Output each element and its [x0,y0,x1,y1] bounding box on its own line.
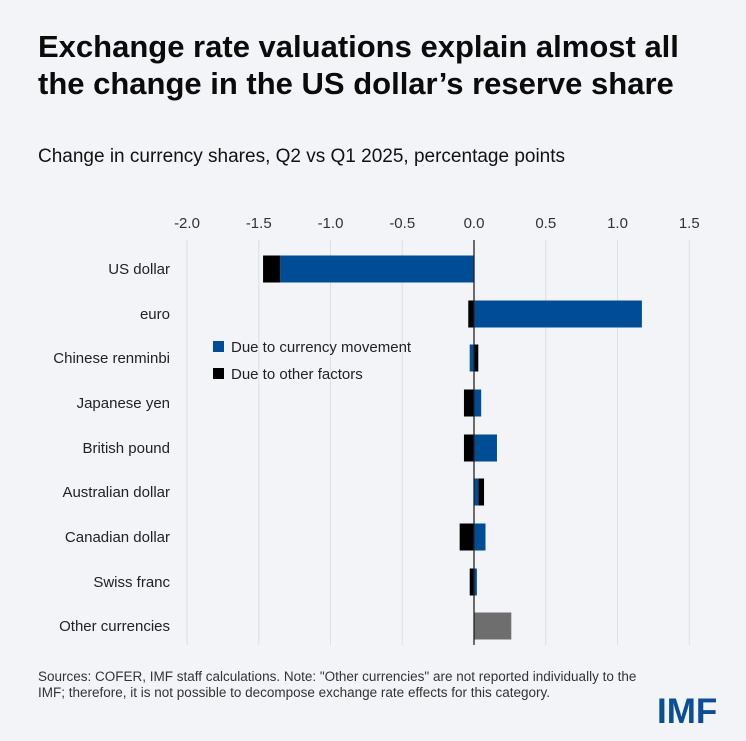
x-tick-label: -1.5 [246,215,272,232]
category-label: Japanese yen [77,395,170,412]
bar-due-to-currency-movement [474,523,486,551]
legend-label: Due to other factors [231,366,363,383]
legend-label: Due to currency movement [231,339,412,356]
x-tick-label: 1.5 [679,215,700,232]
legend-swatch [213,341,224,352]
bar-due-to-currency-movement [474,568,477,596]
bar-due-to-other-factors [463,389,474,417]
category-label: euro [140,306,170,323]
imf-logo: IMF [657,692,718,731]
bar-due-to-other-factors [463,434,474,462]
legend-swatch [213,368,224,379]
chart-title: Exchange rate valuations explain almost … [38,29,679,101]
bar-due-to-currency-movement [474,434,497,462]
bar-due-to-other-factors [474,344,479,372]
category-label: British pound [82,440,170,457]
bar-other-currencies-total- [474,612,512,640]
category-label: Australian dollar [62,484,170,501]
category-label: Other currencies [59,618,170,635]
bar-due-to-other-factors [469,568,474,596]
category-label: Canadian dollar [65,529,170,546]
category-label: Chinese renminbi [53,350,170,367]
bar-due-to-currency-movement [474,389,482,417]
x-tick-label: 1.0 [607,215,628,232]
bar-due-to-currency-movement [474,478,479,506]
bar-due-to-currency-movement [280,255,474,283]
x-tick-label: 0.0 [464,215,485,232]
bar-due-to-other-factors [468,300,474,328]
x-tick-label: -1.0 [318,215,344,232]
category-label: US dollar [108,261,170,278]
bar-due-to-other-factors [263,255,281,283]
x-tick-label: -0.5 [389,215,415,232]
source-note: Sources: COFER, IMF staff calculations. … [38,669,637,700]
bar-due-to-other-factors [459,523,474,551]
bar-due-to-currency-movement [474,300,642,328]
chart-subtitle: Change in currency shares, Q2 vs Q1 2025… [38,146,566,167]
x-tick-label: 0.5 [535,215,556,232]
x-tick-label: -2.0 [174,215,200,232]
category-label: Swiss franc [93,574,170,591]
bar-due-to-other-factors [478,478,485,506]
bar-due-to-currency-movement [469,344,474,372]
